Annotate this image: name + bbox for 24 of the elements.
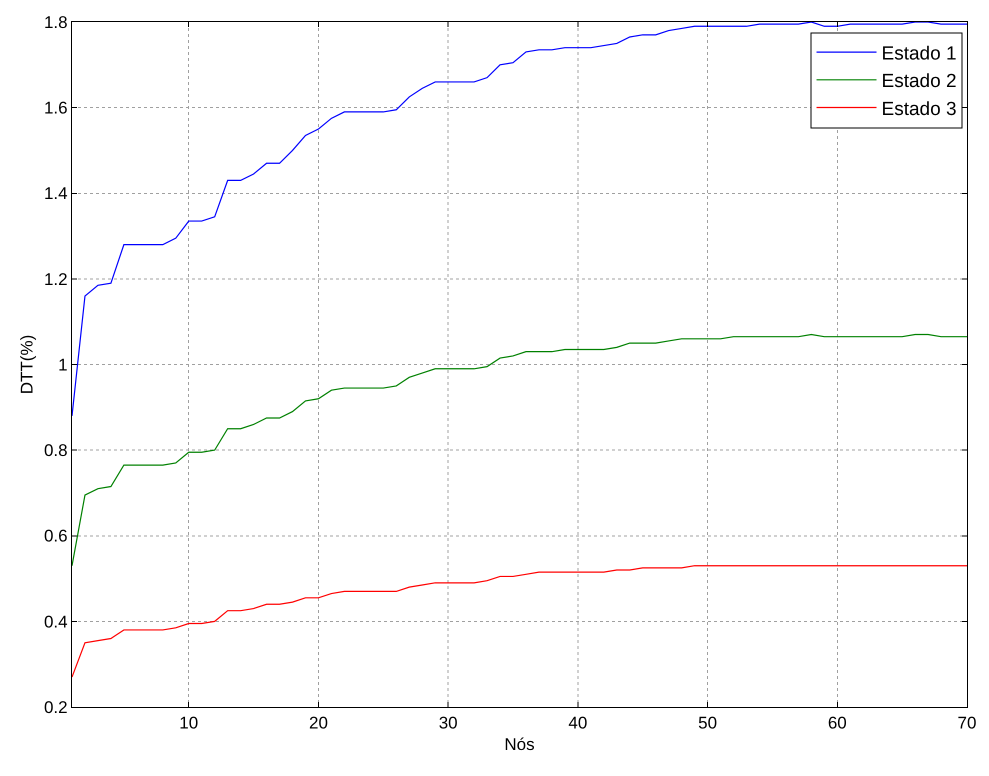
- legend-label: Estado 2: [882, 71, 957, 92]
- y-tick-label: 0.8: [44, 441, 68, 460]
- line-series: [72, 334, 967, 566]
- y-tick-label: 1.6: [44, 98, 68, 118]
- x-tick-label: 60: [828, 713, 847, 732]
- x-axis-title: Nós: [504, 734, 535, 754]
- y-axis-title: DTT(%): [18, 334, 37, 394]
- x-tick-label: 50: [698, 713, 718, 732]
- x-tick-label: 30: [438, 713, 458, 732]
- x-tick-label: 20: [308, 713, 328, 732]
- y-tick-label: 0.2: [44, 698, 68, 717]
- legend-label: Estado 1: [882, 44, 957, 65]
- line-series: [72, 22, 967, 416]
- y-tick-label: 1.2: [44, 270, 68, 289]
- y-tick-label: 1.8: [44, 12, 68, 32]
- y-tick-label: 0.6: [44, 526, 68, 546]
- x-tick-label: 10: [179, 713, 198, 732]
- line-series: [72, 565, 967, 678]
- y-tick-label: 1.4: [44, 184, 68, 204]
- y-tick-label: 0.4: [44, 612, 68, 632]
- x-tick-label: 70: [958, 713, 976, 732]
- legend-label: Estado 3: [882, 98, 957, 120]
- y-tick-label: 1: [58, 355, 68, 374]
- x-tick-label: 40: [568, 713, 588, 732]
